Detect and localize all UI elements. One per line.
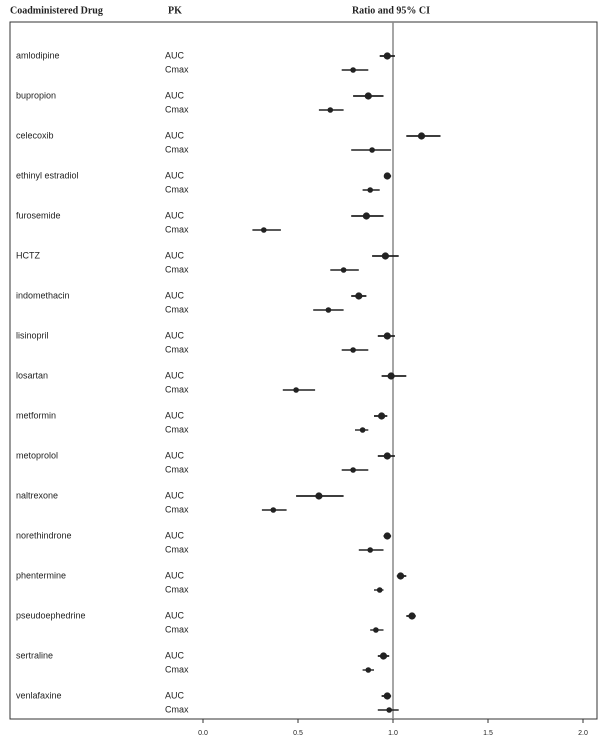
pk-label: AUC bbox=[165, 90, 185, 100]
ratio-point bbox=[376, 587, 383, 593]
pk-label: Cmax bbox=[165, 264, 189, 274]
drug-label: indomethacin bbox=[16, 290, 70, 300]
pk-label: Cmax bbox=[165, 464, 189, 474]
pk-label: Cmax bbox=[165, 664, 189, 674]
drug-label: phentermine bbox=[16, 570, 66, 580]
ratio-point bbox=[350, 67, 356, 73]
ratio-point bbox=[367, 547, 374, 553]
pk-label: Cmax bbox=[165, 144, 189, 154]
header-drug: Coadministered Drug bbox=[10, 5, 103, 16]
pk-label: AUC bbox=[165, 610, 185, 620]
ratio-point bbox=[327, 107, 334, 113]
pk-label: AUC bbox=[165, 170, 185, 180]
ratio-point bbox=[383, 692, 391, 700]
pk-label: Cmax bbox=[165, 504, 189, 514]
pk-label: Cmax bbox=[165, 384, 189, 394]
ratio-point bbox=[350, 467, 356, 473]
pk-label: AUC bbox=[165, 570, 185, 580]
pk-label: Cmax bbox=[165, 304, 189, 314]
ratio-point bbox=[364, 92, 372, 100]
drug-label: metformin bbox=[16, 410, 56, 420]
pk-label: AUC bbox=[165, 530, 185, 540]
pk-label: AUC bbox=[165, 410, 185, 420]
pk-label: Cmax bbox=[165, 184, 189, 194]
ratio-point bbox=[270, 507, 277, 513]
ratio-point bbox=[367, 187, 374, 193]
pk-label: Cmax bbox=[165, 224, 189, 234]
pk-label: Cmax bbox=[165, 104, 189, 114]
ratio-point bbox=[340, 267, 347, 273]
ratio-point bbox=[383, 172, 391, 180]
ratio-point bbox=[379, 652, 388, 660]
x-tick-label: 0.5 bbox=[293, 730, 303, 737]
x-tick-label: 0.0 bbox=[198, 730, 208, 737]
pk-label: Cmax bbox=[165, 344, 189, 354]
pk-label: AUC bbox=[165, 450, 185, 460]
pk-label: Cmax bbox=[165, 64, 189, 74]
drug-label: lisinopril bbox=[16, 330, 49, 340]
drug-label: norethindrone bbox=[16, 530, 72, 540]
ratio-point bbox=[350, 347, 356, 353]
ratio-point bbox=[362, 212, 370, 220]
ratio-point bbox=[408, 612, 416, 620]
pk-label: AUC bbox=[165, 290, 185, 300]
ratio-point bbox=[293, 387, 299, 393]
ratio-point bbox=[397, 572, 405, 580]
drug-label: naltrexone bbox=[16, 490, 58, 500]
pk-label: AUC bbox=[165, 250, 185, 260]
plot-frame bbox=[9, 21, 598, 720]
pk-label: AUC bbox=[165, 330, 185, 340]
pk-label: AUC bbox=[165, 490, 185, 500]
pk-label: AUC bbox=[165, 690, 185, 700]
ratio-point bbox=[355, 292, 363, 300]
pk-label: Cmax bbox=[165, 584, 189, 594]
pk-label: Cmax bbox=[165, 624, 189, 634]
ratio-point bbox=[381, 252, 389, 260]
drug-label: bupropion bbox=[16, 90, 56, 100]
drug-label: metoprolol bbox=[16, 450, 58, 460]
ratio-point bbox=[369, 147, 375, 153]
x-tick-label: 2.0 bbox=[578, 730, 588, 737]
ratio-point bbox=[383, 332, 391, 340]
ratio-point bbox=[325, 307, 332, 313]
drug-label: losartan bbox=[16, 370, 48, 380]
drug-label: furosemide bbox=[16, 210, 61, 220]
ratio-point bbox=[383, 532, 391, 540]
ratio-point bbox=[383, 452, 391, 460]
ratio-point bbox=[378, 412, 386, 420]
pk-label: AUC bbox=[165, 130, 185, 140]
ratio-point bbox=[365, 667, 372, 673]
ratio-point bbox=[387, 372, 395, 380]
drug-label: celecoxib bbox=[16, 130, 54, 140]
x-tick-label: 1.0 bbox=[388, 730, 398, 737]
ratio-point bbox=[261, 227, 267, 233]
ratio-point bbox=[383, 52, 391, 60]
drug-label: amlodipine bbox=[16, 50, 60, 60]
drug-label: pseudoephedrine bbox=[16, 610, 86, 620]
header-ratio: Ratio and 95% CI bbox=[352, 5, 430, 16]
ratio-point bbox=[315, 492, 323, 500]
pk-label: AUC bbox=[165, 650, 185, 660]
ratio-point bbox=[359, 427, 366, 433]
drug-label: ethinyl estradiol bbox=[16, 170, 79, 180]
pk-label: Cmax bbox=[165, 424, 189, 434]
drug-label: venlafaxine bbox=[16, 690, 62, 700]
drug-label: HCTZ bbox=[16, 250, 40, 260]
pk-label: Cmax bbox=[165, 544, 189, 554]
ratio-point bbox=[417, 132, 426, 140]
pk-label: AUC bbox=[165, 50, 185, 60]
pk-label: AUC bbox=[165, 370, 185, 380]
pk-label: AUC bbox=[165, 210, 185, 220]
pk-label: Cmax bbox=[165, 704, 189, 714]
ratio-point bbox=[386, 707, 393, 713]
drug-label: sertraline bbox=[16, 650, 53, 660]
ratio-point bbox=[373, 627, 379, 633]
x-tick-label: 1.5 bbox=[483, 730, 493, 737]
header-pk: PK bbox=[168, 5, 182, 16]
